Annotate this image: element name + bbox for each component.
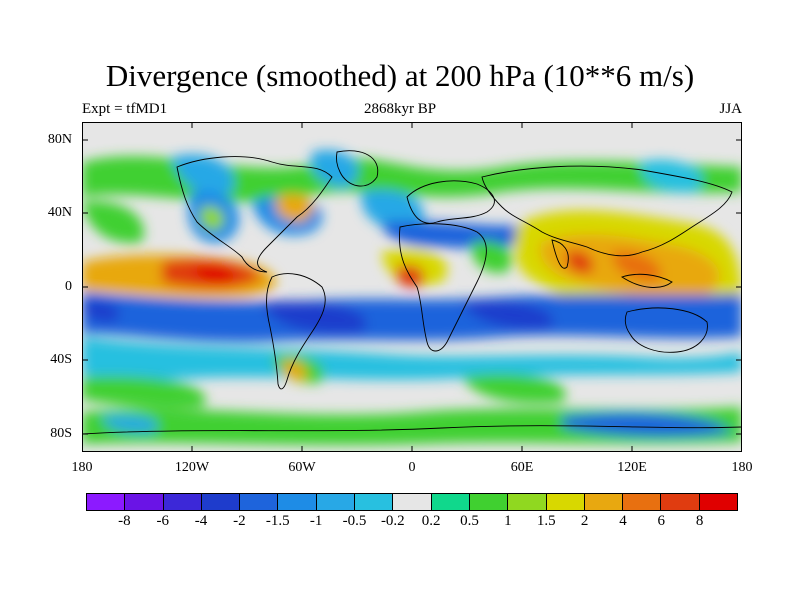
lat-label-80s: 80S [50, 426, 72, 441]
lat-label-40s: 40S [50, 352, 72, 367]
map-frame [82, 122, 742, 452]
divergence-field [82, 150, 742, 446]
colorbar-label: -8 [118, 513, 131, 529]
colorbar-label: -0.5 [342, 513, 367, 529]
colorbar-label: -2 [233, 513, 246, 529]
colorbar-swatch [393, 494, 432, 510]
colorbar-label: -6 [156, 513, 169, 529]
colorbar-swatch [87, 494, 126, 510]
lon-label-180w: 180 [71, 460, 93, 475]
lat-label-80n: 80N [47, 132, 72, 147]
colorbar-label: 2 [580, 513, 589, 529]
season-label: JJA [719, 101, 742, 117]
coastlines [82, 150, 742, 435]
colorbar-label: -0.2 [380, 513, 405, 529]
colorbar-swatch [546, 494, 585, 510]
chart-title: Divergence (smoothed) at 200 hPa (10**6 … [105, 58, 695, 93]
colorbar-label: 0.5 [460, 513, 479, 529]
colorbar-swatch [699, 494, 738, 510]
colorbar-label: 8 [695, 513, 704, 529]
experiment-label: Expt = tfMD1 [82, 101, 168, 117]
lon-label-60w: 60W [288, 460, 316, 475]
lon-label-60e: 60E [510, 460, 534, 475]
lon-label-180e: 180 [731, 460, 753, 475]
colorbar-label: -4 [194, 513, 208, 529]
colorbar-swatch [469, 494, 509, 510]
colorbar-label: 1 [504, 513, 512, 529]
map-svg [82, 122, 742, 452]
colorbar-swatch [508, 494, 547, 510]
lat-label-0: 0 [65, 279, 72, 294]
lon-label-120e: 120E [617, 460, 647, 475]
colorbar-swatch [125, 494, 164, 510]
colorbar-swatch [584, 494, 624, 510]
lat-label-40n: 40N [47, 205, 72, 220]
colorbar-swatch [278, 494, 317, 510]
colorbar-label: -1.5 [265, 513, 290, 529]
colorbar-label: -1 [309, 513, 323, 529]
colorbar-swatch [316, 494, 356, 510]
colorbar-label: 1.5 [536, 513, 556, 529]
colorbar-label: 4 [619, 513, 627, 529]
colorbar [86, 493, 738, 511]
lon-label-0: 0 [408, 460, 416, 475]
colorbar-swatch [355, 494, 394, 510]
period-label: 2868kyr BP [363, 101, 437, 117]
lon-label-120w: 120W [174, 460, 210, 475]
colorbar-swatch [661, 494, 700, 510]
colorbar-swatch [240, 494, 279, 510]
colorbar-label: 6 [657, 513, 666, 529]
colorbar-swatch [163, 494, 202, 510]
colorbar-swatch [623, 494, 662, 510]
colorbar-label: 0.2 [421, 513, 441, 529]
colorbar-swatch [201, 494, 241, 510]
colorbar-swatch [431, 494, 470, 510]
divergence-map [82, 122, 742, 452]
